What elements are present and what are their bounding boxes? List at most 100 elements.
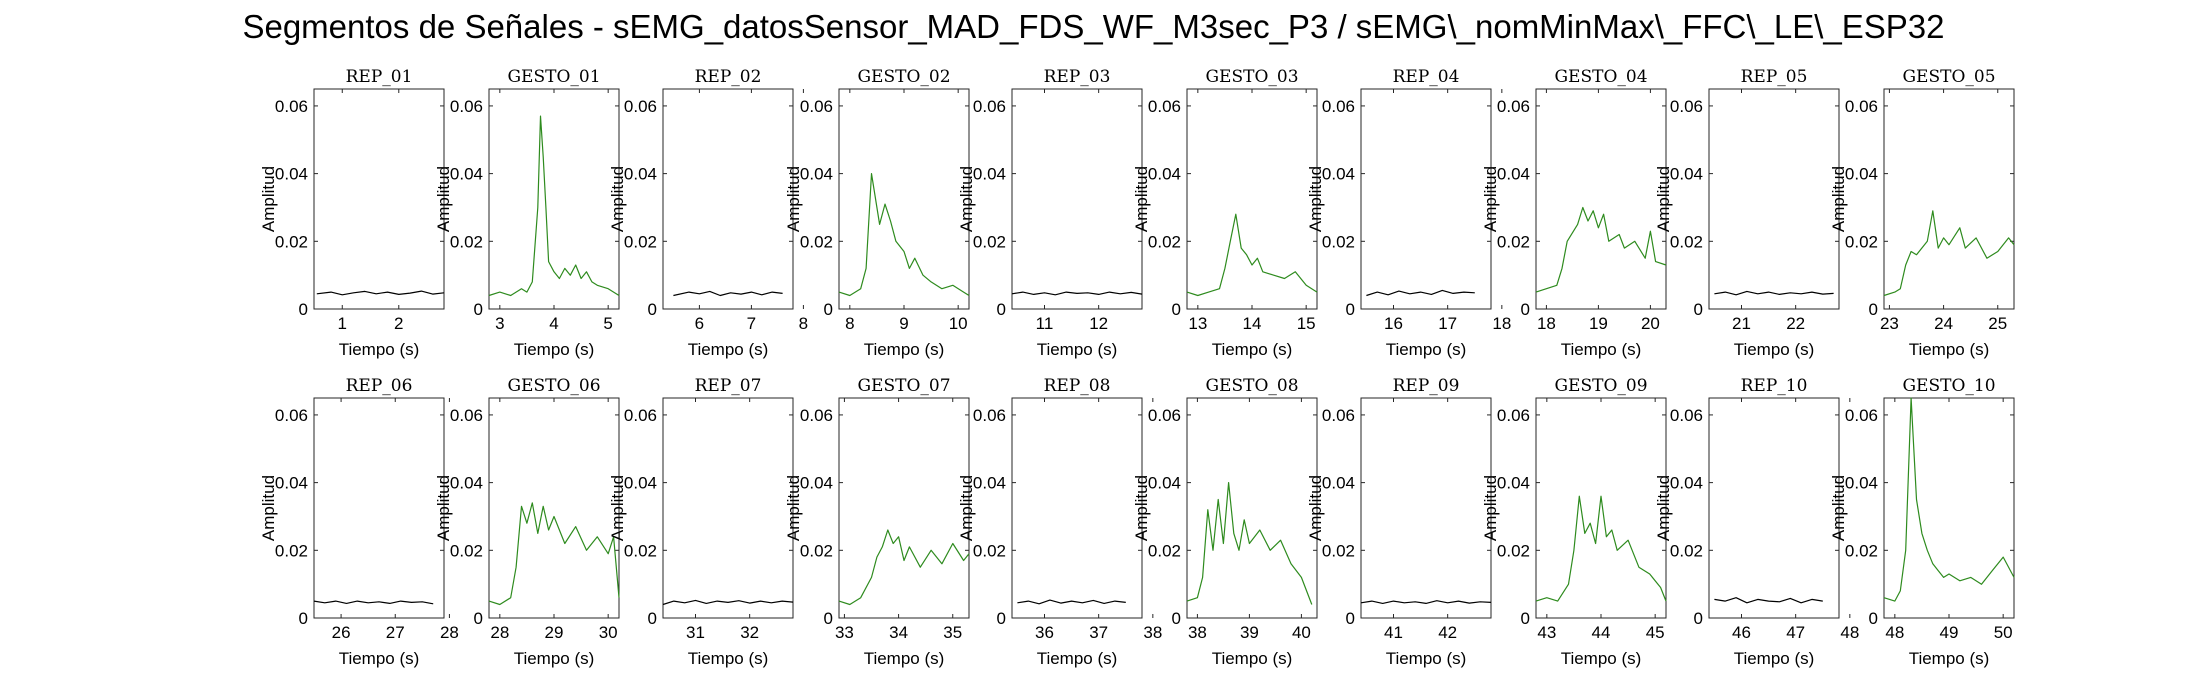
y-tick-label: 0 [648, 300, 657, 319]
y-axis-label: Amplitud [957, 475, 976, 541]
signal-line [1883, 397, 2015, 602]
y-tick-label: 0 [474, 609, 483, 628]
y-tick-label: 0.06 [1670, 406, 1703, 425]
signal-line [1360, 600, 1492, 605]
subplot-title: REP_03 [1044, 67, 1111, 87]
y-axis-label: Amplitud [1654, 166, 1673, 232]
x-tick-label: 30 [599, 623, 618, 642]
subplot: 0 0.02 0.04 0.06 23 24 25 Tiempo (s) Amplitud GES… [1829, 67, 2015, 359]
y-tick-label: 0.02 [1322, 541, 1355, 560]
y-tick-label: 0.04 [800, 474, 833, 493]
y-axis-label: Amplitud [259, 166, 278, 232]
y-tick-label: 0.04 [275, 474, 308, 493]
x-tick-label: 47 [1786, 623, 1805, 642]
axes-box [313, 397, 445, 619]
x-tick-label: 17 [1438, 314, 1457, 333]
y-axis-label: Amplitud [1306, 475, 1325, 541]
y-tick-label: 0 [997, 300, 1006, 319]
y-tick-label: 0 [1694, 609, 1703, 628]
y-tick-label: 0.06 [1322, 406, 1355, 425]
x-tick-label: 35 [943, 623, 962, 642]
axes-box [1360, 397, 1492, 619]
x-axis-label: Tiempo (s) [1561, 649, 1642, 668]
y-tick-label: 0.04 [624, 165, 657, 184]
y-tick-label: 0.04 [1148, 474, 1181, 493]
x-axis-label: Tiempo (s) [688, 649, 769, 668]
axes-box [488, 88, 620, 310]
axes-box [1883, 88, 2015, 310]
signal-line [1186, 482, 1313, 605]
x-axis-label: Tiempo (s) [339, 340, 420, 359]
y-tick-label: 0.06 [450, 406, 483, 425]
x-axis-label: Tiempo (s) [1212, 340, 1293, 359]
subplot-title: REP_06 [346, 376, 413, 396]
x-axis-label: Tiempo (s) [1561, 340, 1642, 359]
signal-line [1883, 210, 2015, 297]
x-tick-label: 25 [1988, 314, 2007, 333]
x-tick-label: 8 [845, 314, 854, 333]
subplot-title: REP_08 [1044, 376, 1111, 396]
subplot: 0 0.02 0.04 0.06 6 7 8 Tiempo (s) Amplitud REP_02 [608, 67, 808, 359]
subplot-title: REP_02 [695, 67, 762, 87]
x-axis-label: Tiempo (s) [1037, 340, 1118, 359]
subplot: 0 0.02 0.04 0.06 16 17 18 Tiempo (s) Amplitud REP… [1306, 67, 1511, 359]
x-axis-label: Tiempo (s) [1386, 340, 1467, 359]
y-tick-label: 0.04 [450, 474, 483, 493]
signal-line [662, 599, 794, 606]
y-axis-label: Amplitud [957, 166, 976, 232]
y-tick-label: 0 [1869, 300, 1878, 319]
y-tick-label: 0 [299, 300, 308, 319]
axes-box [662, 88, 794, 310]
y-tick-label: 0.02 [624, 541, 657, 560]
x-tick-label: 23 [1880, 314, 1899, 333]
x-tick-label: 29 [545, 623, 564, 642]
y-tick-label: 0.04 [1670, 474, 1703, 493]
subplot: 0 0.02 0.04 0.06 31 32 Tiempo (s) Amplitud REP_0… [608, 376, 794, 668]
y-tick-label: 0.06 [1497, 406, 1530, 425]
signal-line [1535, 495, 1667, 602]
y-tick-label: 0 [1869, 609, 1878, 628]
y-tick-label: 0.06 [1845, 97, 1878, 116]
y-tick-label: 0 [1172, 300, 1181, 319]
x-tick-label: 31 [686, 623, 705, 642]
subplot-title: GESTO_04 [1554, 67, 1647, 87]
axes-box [1535, 397, 1667, 619]
x-tick-label: 22 [1786, 314, 1805, 333]
x-tick-label: 27 [386, 623, 405, 642]
y-tick-label: 0.06 [624, 97, 657, 116]
subplot-title: GESTO_01 [507, 67, 600, 87]
y-tick-label: 0.02 [1497, 232, 1530, 251]
x-axis-label: Tiempo (s) [1037, 649, 1118, 668]
x-tick-label: 20 [1641, 314, 1660, 333]
x-axis-label: Tiempo (s) [1734, 340, 1815, 359]
y-tick-label: 0 [474, 300, 483, 319]
signal-line [488, 502, 620, 606]
x-tick-label: 39 [1240, 623, 1259, 642]
y-tick-label: 0.02 [1148, 541, 1181, 560]
y-axis-label: Amplitud [1306, 166, 1325, 232]
x-tick-label: 28 [490, 623, 509, 642]
x-tick-label: 1 [338, 314, 347, 333]
y-tick-label: 0 [824, 609, 833, 628]
x-tick-label: 44 [1592, 623, 1611, 642]
figure-title: Segmentos de Señales - sEMG_datosSensor_… [242, 8, 1945, 45]
y-axis-label: Amplitud [434, 475, 453, 541]
y-tick-label: 0 [824, 300, 833, 319]
y-axis-label: Amplitud [608, 475, 627, 541]
x-tick-label: 3 [495, 314, 504, 333]
x-tick-label: 24 [1934, 314, 1953, 333]
subplot: 0 0.02 0.04 0.06 21 22 Tiempo (s) Amplitud REP_0… [1654, 67, 1840, 359]
y-tick-label: 0 [299, 609, 308, 628]
x-tick-label: 38 [1188, 623, 1207, 642]
subplot-title: GESTO_02 [857, 67, 950, 87]
subplot: 0 0.02 0.04 0.06 41 42 Tiempo (s) Amplitud REP_0… [1306, 376, 1492, 668]
axes-box [1360, 88, 1492, 310]
axes-box [1535, 88, 1667, 310]
y-axis-label: Amplitud [1481, 166, 1500, 232]
x-tick-label: 18 [1537, 314, 1556, 333]
subplot-title: GESTO_09 [1554, 376, 1647, 396]
y-tick-label: 0 [1346, 609, 1355, 628]
x-tick-label: 48 [1885, 623, 1904, 642]
